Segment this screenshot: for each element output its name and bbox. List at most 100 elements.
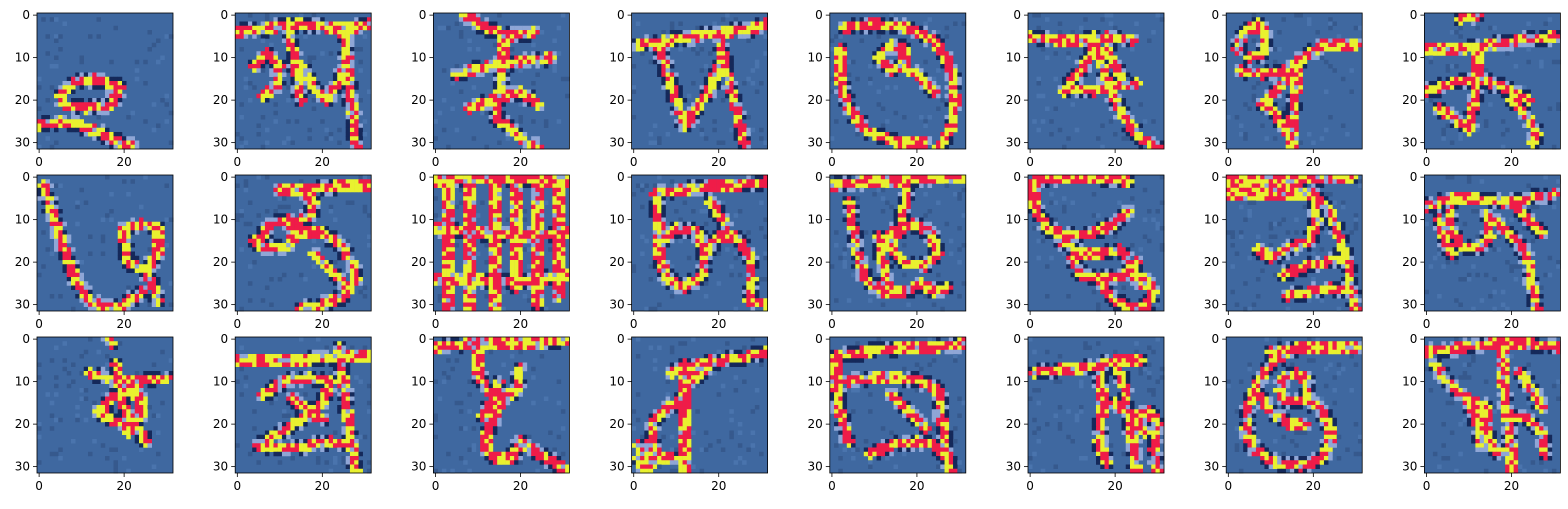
pixel (644, 183, 649, 188)
pixel (58, 255, 63, 261)
pixel (362, 34, 368, 39)
pixel (358, 289, 363, 295)
pixel (122, 234, 127, 239)
pixel (716, 76, 722, 82)
pixel (156, 298, 161, 303)
pixel (556, 204, 562, 210)
pixel (1255, 21, 1261, 26)
pixel (492, 102, 498, 107)
pixel (1028, 38, 1033, 43)
pixel (652, 209, 658, 214)
pixel (957, 98, 962, 103)
pixel (307, 30, 312, 35)
pixel (349, 68, 355, 73)
pixel (294, 64, 300, 69)
pixel (897, 64, 903, 69)
pixel (923, 144, 928, 150)
pixel (497, 102, 502, 107)
pixel (1289, 59, 1295, 65)
pixel (239, 144, 244, 150)
pixel (290, 234, 295, 239)
pixel (560, 251, 566, 256)
pixel (526, 183, 532, 188)
pixel (54, 209, 59, 214)
pixel (733, 106, 739, 111)
pixel (1294, 144, 1299, 150)
pixel (737, 102, 743, 107)
pixel (492, 192, 498, 197)
pixel (716, 226, 722, 231)
pixel (492, 238, 498, 244)
pixel (699, 209, 705, 214)
pixel (362, 204, 368, 210)
pixel (484, 110, 489, 116)
pixel (1323, 89, 1329, 94)
pixel (1315, 55, 1320, 60)
pixel (1547, 38, 1553, 43)
pixel (122, 294, 127, 299)
pixel (1428, 59, 1434, 65)
pixel (1147, 140, 1152, 145)
pixel (160, 243, 165, 248)
pixel (497, 204, 502, 210)
pixel (467, 68, 472, 73)
pixel (332, 179, 338, 184)
pixel (1234, 64, 1240, 69)
pixel (897, 68, 903, 73)
pixel (315, 85, 321, 90)
pixel (1268, 42, 1274, 48)
pixel (446, 230, 451, 235)
pixel (1475, 47, 1480, 52)
pixel (45, 213, 50, 218)
pixel (345, 183, 351, 188)
pixel (497, 93, 502, 99)
pixel (1032, 119, 1037, 124)
pixel (514, 132, 519, 137)
pixel (96, 98, 101, 103)
pixel (535, 51, 540, 56)
pixel (345, 132, 351, 137)
pixel (1121, 102, 1126, 107)
pixel (37, 196, 42, 201)
pixel (463, 277, 468, 282)
pixel (446, 277, 451, 282)
pixel (458, 272, 464, 278)
pixel (281, 247, 287, 252)
pixel (332, 192, 338, 197)
pixel (640, 204, 645, 210)
pixel (151, 281, 157, 286)
pixel (1083, 64, 1088, 69)
pixel (471, 106, 477, 111)
pixel (501, 230, 506, 235)
pixel (337, 64, 342, 69)
pixel (552, 238, 557, 244)
pixel (742, 294, 747, 299)
pixel (678, 106, 683, 111)
pixel (1091, 51, 1097, 56)
pixel (923, 85, 928, 90)
pixel (906, 42, 911, 48)
pixel (1070, 42, 1075, 48)
pixel (458, 187, 464, 193)
pixel (58, 34, 63, 39)
pixel (1045, 30, 1050, 35)
pixel (695, 102, 700, 107)
pixel (665, 285, 671, 290)
pixel (463, 255, 468, 261)
pixel (134, 264, 140, 269)
pixel (446, 285, 451, 290)
pixel (539, 192, 545, 197)
pixel (1049, 119, 1054, 124)
pixel (1496, 47, 1502, 52)
pixel (341, 59, 346, 65)
pixel (759, 136, 764, 141)
pixel (328, 306, 334, 312)
pixel (514, 238, 519, 244)
pixel (1349, 38, 1354, 43)
pixel (311, 238, 317, 244)
pixel (1272, 93, 1278, 99)
pixel (552, 59, 557, 65)
pixel (441, 251, 447, 256)
pixel (644, 47, 649, 52)
pixel (488, 285, 494, 290)
